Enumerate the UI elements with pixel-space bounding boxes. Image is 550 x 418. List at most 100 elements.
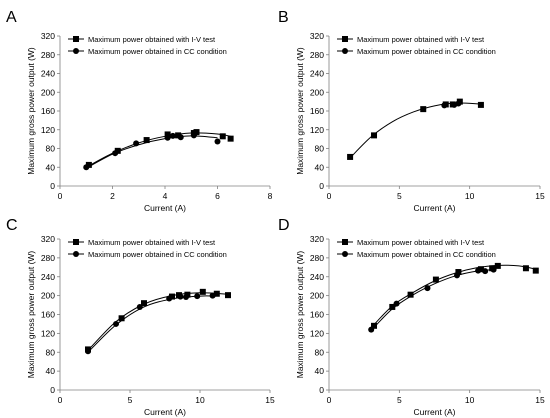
y-axis-label: Maximum gross power output (W) bbox=[26, 251, 36, 379]
x-tick-label: 5 bbox=[397, 395, 402, 405]
legend-entry: Maximum power obtained with I-V test bbox=[88, 35, 216, 44]
y-tick-label: 80 bbox=[315, 347, 325, 357]
data-point-square bbox=[141, 300, 147, 307]
data-point-circle bbox=[166, 295, 173, 302]
data-point-circle bbox=[454, 272, 461, 279]
data-point-circle bbox=[368, 326, 375, 333]
y-tick-label: 200 bbox=[41, 87, 55, 97]
x-axis-label: Current (A) bbox=[413, 407, 455, 417]
panel-letter: B bbox=[278, 9, 289, 26]
panel-d: D 0 40 80 120 160 200 240 280 320 0 5 10 15 Current (A… bbox=[278, 217, 545, 417]
trend-curve bbox=[87, 292, 229, 351]
data-point-circle bbox=[112, 150, 119, 157]
x-axis-label: Current (A) bbox=[144, 407, 186, 417]
y-tick-label: 80 bbox=[46, 144, 56, 154]
data-point-circle bbox=[424, 285, 431, 292]
y-tick-label: 0 bbox=[50, 385, 55, 395]
y-tick-label: 320 bbox=[41, 31, 55, 41]
panel-letter: C bbox=[6, 217, 18, 234]
x-tick-label: 10 bbox=[195, 395, 205, 405]
legend: Maximum power obtained with I-V test Maxi… bbox=[337, 35, 496, 56]
y-tick-label: 280 bbox=[41, 50, 55, 60]
data-point-square bbox=[371, 322, 378, 329]
legend-square-marker bbox=[73, 36, 79, 42]
x-tick-label: 10 bbox=[465, 395, 475, 405]
data-point-square bbox=[477, 266, 484, 273]
data-point-square bbox=[118, 315, 125, 322]
x-tick-label: 5 bbox=[128, 395, 133, 405]
y-tick-label: 40 bbox=[315, 162, 325, 172]
data-point-circle bbox=[482, 268, 489, 275]
x-tick-label: 0 bbox=[327, 191, 332, 201]
data-point-circle bbox=[164, 134, 171, 141]
legend-entry: Maximum power obtained with I-V test bbox=[357, 35, 485, 44]
y-tick-label: 80 bbox=[315, 144, 325, 154]
data-point-circle bbox=[190, 132, 197, 139]
y-tick-label: 280 bbox=[310, 50, 324, 60]
data-point-circle bbox=[209, 292, 216, 299]
y-tick-label: 160 bbox=[41, 106, 55, 116]
legend: Maximum power obtained with I-V test Maxi… bbox=[68, 35, 227, 56]
legend-square-marker bbox=[73, 239, 79, 245]
y-tick-label: 200 bbox=[310, 87, 324, 97]
y-tick-label: 240 bbox=[41, 272, 55, 282]
y-axis-label: Maximum gross power output (W) bbox=[26, 47, 36, 175]
y-tick-label: 200 bbox=[310, 291, 324, 301]
data-point-square bbox=[114, 147, 121, 154]
legend: Maximum power obtained with I-V test Maxi… bbox=[68, 238, 227, 259]
data-point-square bbox=[455, 269, 462, 276]
legend: Maximum power obtained with I-V test Maxi… bbox=[337, 238, 496, 259]
x-tick-label: 5 bbox=[397, 191, 402, 201]
data-point-circle bbox=[177, 134, 184, 141]
legend-circle-marker bbox=[73, 48, 79, 54]
data-point-square bbox=[164, 131, 171, 138]
x-tick-label: 0 bbox=[58, 395, 63, 405]
y-tick-label: 120 bbox=[310, 328, 324, 338]
y-tick-label: 240 bbox=[310, 69, 324, 79]
y-tick-label: 40 bbox=[46, 162, 56, 172]
x-tick-label: 15 bbox=[535, 395, 545, 405]
y-tick-label: 120 bbox=[41, 125, 55, 135]
y-tick-label: 320 bbox=[310, 234, 324, 244]
legend-entry: Maximum power obtained in CC condition bbox=[357, 47, 496, 56]
data-point-circle bbox=[490, 266, 497, 273]
legend-entry: Maximum power obtained in CC condition bbox=[88, 47, 227, 56]
data-point-square bbox=[199, 288, 206, 295]
legend-entry: Maximum power obtained in CC condition bbox=[88, 250, 227, 259]
trend-curve bbox=[370, 269, 494, 331]
data-point-square bbox=[494, 262, 501, 269]
legend-square-marker bbox=[342, 36, 348, 42]
panel-b: B 0 40 80 120 160 200 240 280 320 0 5 10 15 Current (A… bbox=[278, 9, 545, 213]
y-tick-label: 120 bbox=[41, 328, 55, 338]
legend-circle-marker bbox=[342, 251, 348, 257]
data-point-circle bbox=[169, 132, 176, 139]
data-point-square bbox=[225, 292, 231, 299]
y-tick-label: 160 bbox=[41, 310, 55, 320]
data-point-square bbox=[477, 101, 484, 108]
y-tick-label: 0 bbox=[50, 181, 55, 191]
data-point-square bbox=[532, 267, 539, 274]
y-tick-label: 240 bbox=[41, 69, 55, 79]
trend-curve bbox=[87, 295, 215, 353]
x-tick-label: 15 bbox=[535, 191, 545, 201]
x-tick-label: 6 bbox=[215, 191, 220, 201]
x-tick-label: 15 bbox=[265, 395, 275, 405]
data-point-square bbox=[213, 290, 220, 297]
panel-letter: D bbox=[278, 217, 290, 234]
panel-a: A 0 40 80 120 160 200 240 280 320 0 2 4 6 8 Current (A)… bbox=[6, 9, 273, 213]
data-point-square bbox=[227, 135, 234, 142]
data-point-square bbox=[389, 303, 396, 310]
trend-curve bbox=[86, 135, 218, 169]
data-point-circle bbox=[133, 140, 140, 147]
data-point-circle bbox=[113, 320, 119, 327]
data-point-circle bbox=[455, 100, 462, 107]
trend-curve bbox=[349, 102, 481, 159]
y-tick-label: 160 bbox=[310, 310, 324, 320]
data-point-square bbox=[432, 276, 439, 283]
data-point-circle bbox=[475, 267, 482, 274]
y-tick-label: 120 bbox=[310, 125, 324, 135]
data-point-square bbox=[175, 132, 182, 139]
data-point-square bbox=[407, 291, 414, 298]
panel-letter: A bbox=[6, 9, 17, 26]
x-tick-label: 0 bbox=[327, 395, 332, 405]
